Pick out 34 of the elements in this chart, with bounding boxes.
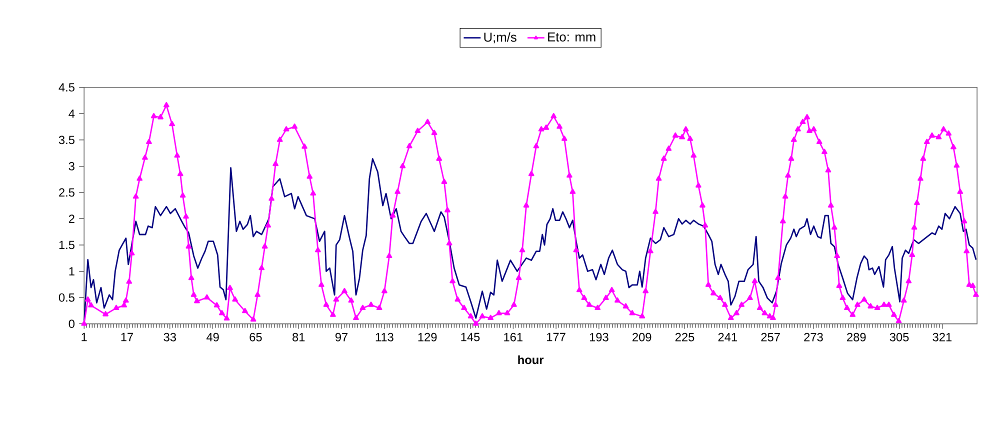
x-tick-label: 81 xyxy=(292,332,305,342)
x-tick-label: 193 xyxy=(590,332,608,342)
x-tick-label: 129 xyxy=(418,332,437,342)
x-tick-label: 305 xyxy=(890,332,909,342)
legend-label: U;m/s xyxy=(484,32,516,44)
x-tick-label: 177 xyxy=(547,332,566,342)
x-tick-label: 49 xyxy=(206,332,219,342)
y-tick-label: 0.5 xyxy=(58,293,74,302)
x-tick-label: 33 xyxy=(164,332,176,342)
x-tick-label: 321 xyxy=(932,332,952,342)
y-tick-label: 3.5 xyxy=(58,136,74,144)
x-tick-label: 113 xyxy=(376,332,394,342)
y-tick-label: 3 xyxy=(68,162,74,170)
x-tick-label: 273 xyxy=(804,332,823,342)
y-tick-label: 1.5 xyxy=(59,240,74,250)
y-tick-label: 1 xyxy=(69,267,74,276)
x-tick-label: 1 xyxy=(82,332,87,342)
x-tick-label: 289 xyxy=(847,332,866,342)
x-tick-label: 97 xyxy=(335,332,348,342)
y-tick-label: 4 xyxy=(68,110,75,118)
x-axis-title: hour xyxy=(518,355,544,364)
x-tick-label: 65 xyxy=(250,332,262,342)
legend-label: Eto: mm xyxy=(548,32,596,42)
x-tick-label: 145 xyxy=(461,332,480,342)
y-tick-label: 4.5 xyxy=(58,83,74,92)
x-tick-label: 225 xyxy=(675,332,694,342)
y-tick-label: 0 xyxy=(68,320,75,328)
x-tick-label: 17 xyxy=(121,332,133,342)
y-tick-label: 2 xyxy=(68,214,74,223)
y-tick-label: 2.5 xyxy=(59,188,74,197)
x-tick-label: 161 xyxy=(504,332,522,342)
x-tick-label: 209 xyxy=(632,332,652,342)
x-tick-label: 257 xyxy=(761,332,780,342)
x-tick-label: 241 xyxy=(718,332,737,342)
